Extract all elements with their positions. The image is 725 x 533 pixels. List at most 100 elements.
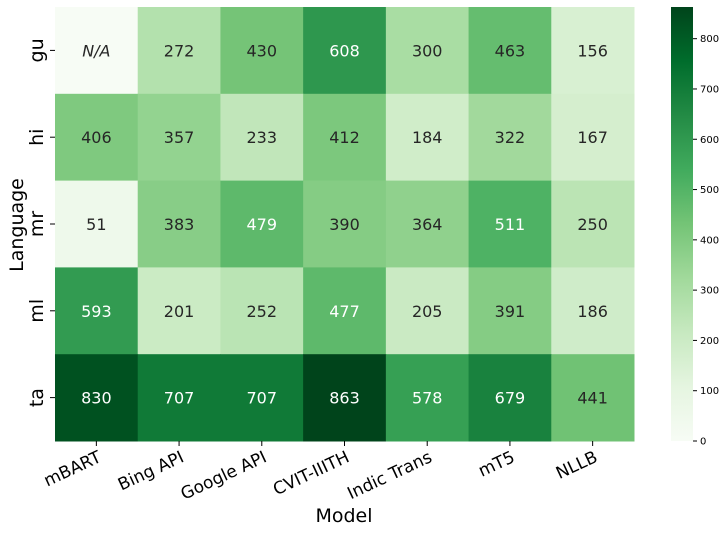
heatmap-cell [468, 354, 552, 442]
colorbar-tick-label: 400 [700, 235, 719, 246]
y-axis-ticks: gu hi mr ml ta [26, 38, 55, 407]
colorbar-tick-label: 600 [700, 135, 719, 146]
heatmap-cell [385, 93, 470, 182]
colorbar-gradient [671, 7, 693, 441]
cell-value-label: 479 [247, 215, 278, 234]
heatmap-cell [220, 7, 304, 95]
heatmap-cell [137, 267, 221, 355]
cell-value-label: 593 [81, 302, 112, 321]
heatmap-cell [551, 7, 635, 95]
cell-value-label: 608 [329, 41, 360, 60]
heatmap-cell [303, 354, 387, 442]
heatmap-cell [137, 354, 221, 442]
heatmap-cell [220, 354, 304, 442]
x-tick-label: mT5 [475, 447, 518, 481]
colorbar-tick-label: 300 [700, 286, 719, 297]
cell-value-label: 391 [495, 302, 526, 321]
heatmap-cell [551, 267, 635, 355]
colorbar-tick-label: 500 [700, 185, 719, 196]
y-tick-label: mr [26, 211, 48, 238]
heatmap-cell [55, 93, 139, 182]
cell-value-label: 252 [247, 302, 278, 321]
x-tick-label: NLLB [553, 447, 601, 483]
cell-value-labels: N/A 272 430 608 300 463 156 406 357 233 412 184 322 1… [81, 41, 608, 407]
colorbar-tick-label: 800 [700, 34, 719, 45]
cell-value-label: 707 [164, 389, 195, 408]
heatmap-cell [137, 180, 221, 268]
heatmap-cell [55, 7, 139, 95]
heatmap-cell [220, 267, 304, 355]
cell-value-label: 511 [495, 215, 526, 234]
cell-value-label: 383 [164, 215, 195, 234]
cell-value-label: 233 [247, 128, 278, 147]
cell-value-label: 830 [81, 389, 112, 408]
cell-value-label: 441 [577, 389, 608, 408]
cell-value-label: 357 [164, 128, 195, 147]
colorbar-tick-label: 100 [700, 386, 719, 397]
cell-value-label: 322 [495, 128, 526, 147]
heatmap-cell [385, 354, 470, 442]
cell-value-label: 250 [577, 215, 608, 234]
heatmap-cell [303, 267, 387, 355]
heatmap-cell [55, 180, 139, 268]
heatmap-cell [551, 354, 635, 442]
heatmap-cell [55, 267, 139, 355]
cell-value-label: 477 [329, 302, 360, 321]
cell-value-label: 300 [412, 41, 443, 60]
heatmap-cell [137, 93, 221, 182]
heatmap-cell [468, 7, 552, 95]
heatmap-cell [551, 93, 635, 182]
heatmap-cell [551, 180, 635, 268]
heatmap-cell [468, 267, 552, 355]
y-tick-label: ml [26, 299, 48, 323]
cell-value-label: 156 [577, 41, 608, 60]
x-tick-label: mBART [41, 447, 105, 491]
x-axis-label: Model [315, 505, 372, 527]
x-tick-label: CVIT-IIITH [270, 447, 352, 500]
cell-value-label: 167 [577, 128, 608, 147]
heatmap-cell [137, 7, 221, 95]
heatmap-cell [385, 180, 470, 268]
heatmap-cell [303, 7, 387, 95]
cell-value-label: 578 [412, 389, 443, 408]
cell-value-label: 184 [412, 128, 443, 147]
y-tick-label: gu [26, 38, 48, 62]
cell-value-label: 463 [495, 41, 526, 60]
cell-value-label: 51 [86, 215, 106, 234]
cell-value-label: 205 [412, 302, 443, 321]
y-tick-label: ta [26, 388, 48, 407]
heatmap-cells [55, 7, 635, 442]
heatmap-cell [303, 180, 387, 268]
cell-value-label: 412 [329, 128, 360, 147]
colorbar-tick-label: 200 [700, 336, 719, 347]
cell-value-label: 430 [247, 41, 278, 60]
heatmap-cell [220, 93, 304, 182]
colorbar-ticks: 0 100 200 300 400 500 600 700 800 [693, 34, 719, 448]
cell-value-label: N/A [82, 41, 110, 60]
heatmap-cell [385, 7, 470, 95]
x-tick-label: Indic Trans [344, 447, 435, 504]
cell-value-label: 390 [329, 215, 360, 234]
y-tick-label: hi [26, 129, 48, 146]
heatmap-cell [220, 180, 304, 268]
cell-value-label: 406 [81, 128, 112, 147]
heatmap-cell [468, 93, 552, 182]
colorbar: 0 100 200 300 400 500 600 700 800 [671, 7, 719, 448]
cell-value-label: 272 [164, 41, 195, 60]
heatmap-cell [468, 180, 552, 268]
cell-value-label: 679 [495, 389, 526, 408]
x-tick-label: Bing API [115, 447, 187, 495]
colorbar-tick-label: 700 [700, 84, 719, 95]
cell-value-label: 201 [164, 302, 195, 321]
heatmap-cell [303, 93, 387, 182]
heatmap-cell [55, 354, 139, 442]
y-axis-label: Language [6, 178, 28, 272]
cell-value-label: 364 [412, 215, 443, 234]
colorbar-tick-label: 0 [700, 437, 706, 448]
cell-value-label: 186 [577, 302, 608, 321]
cell-value-label: 707 [247, 389, 278, 408]
heatmap-cell [385, 267, 470, 355]
x-tick-label: Google API [178, 447, 270, 504]
